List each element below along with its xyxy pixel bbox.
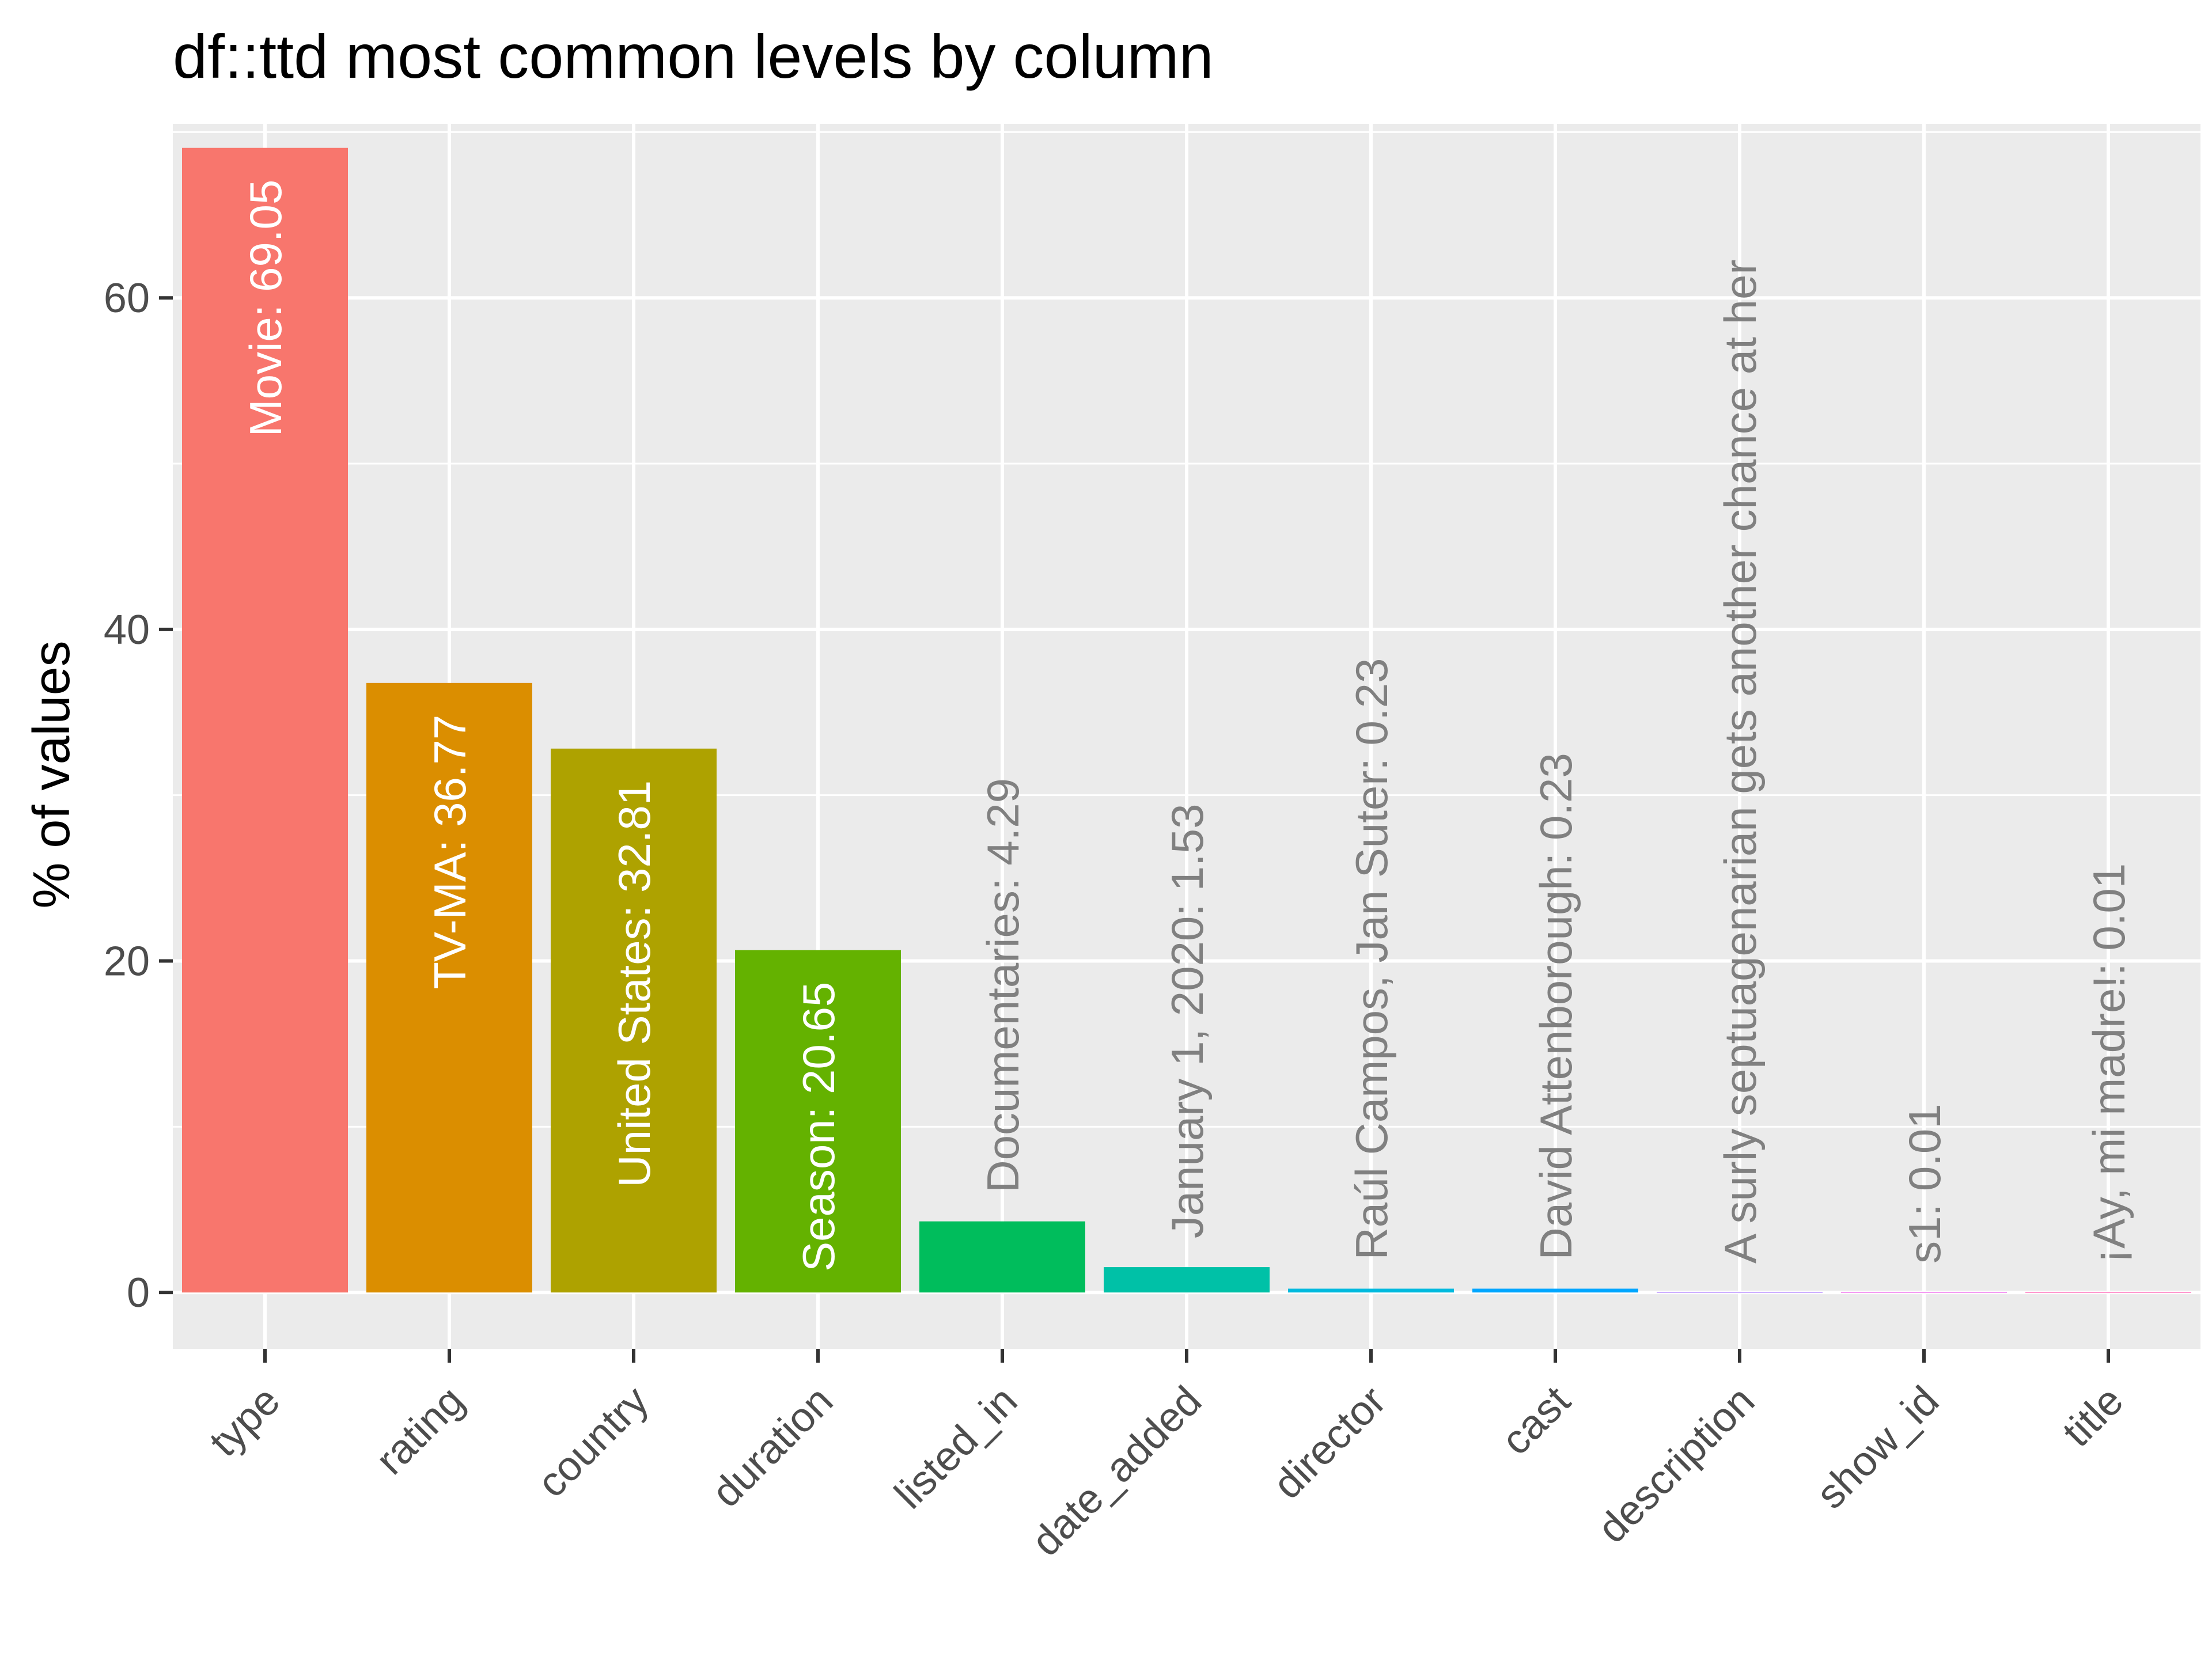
x-tick-label: director: [1264, 1378, 1395, 1508]
bar-value-label: David Attenborough: 0.23: [1531, 753, 1581, 1260]
bar-value-label: January 1, 2020: 1.53: [1162, 804, 1213, 1239]
bar: [735, 950, 901, 1293]
bar-value-label: Season: 20.65: [793, 982, 844, 1272]
bar-value-label: s1: 0.01: [1899, 1103, 1950, 1264]
x-tick-label: country: [529, 1378, 658, 1507]
bars: [182, 147, 2191, 1293]
x-tick-label: listed_in: [886, 1378, 1026, 1518]
bar-value-label: TV-MA: 36.77: [425, 715, 475, 989]
x-tick-label: date_added: [1023, 1378, 1211, 1565]
y-tick-label: 40: [104, 607, 150, 653]
bar: [919, 1221, 1085, 1293]
bar-labels: Movie: 69.05 TV-MA: 36.77 United States: 3…: [240, 180, 2134, 1272]
bar-value-label: A surly septuagenarian gets another chan…: [1715, 260, 1766, 1264]
x-tick-label: show_id: [1808, 1378, 1948, 1518]
x-tick-label: title: [2054, 1378, 2133, 1456]
bar-value-label: Raúl Campos, Jan Suter: 0.23: [1346, 658, 1397, 1260]
y-axis-label: % of values: [23, 640, 81, 908]
bar-value-label: United States: 32.81: [609, 780, 660, 1188]
x-tick-label: description: [1589, 1378, 1764, 1552]
bar: [366, 682, 532, 1293]
bar: [1657, 1292, 1823, 1293]
x-tick-label: type: [201, 1378, 289, 1466]
bar: [2025, 1292, 2191, 1293]
x-tick-label: duration: [703, 1378, 842, 1516]
bar: [551, 748, 717, 1293]
y-tick-label: 60: [104, 275, 150, 321]
y-tick-label: 0: [127, 1270, 150, 1316]
x-tick-label: cast: [1493, 1378, 1579, 1464]
bar: [1472, 1288, 1638, 1293]
bar-value-label: Documentaries: 4.29: [978, 778, 1028, 1193]
y-axis: 0 20 40 60: [104, 275, 173, 1316]
chart-title: df::ttd most common levels by column: [173, 21, 1214, 91]
x-axis: type rating country duration listed_indate_a…: [201, 1349, 2133, 1565]
bar: [1104, 1267, 1270, 1293]
x-tick-label: rating: [367, 1378, 473, 1484]
bar: [182, 147, 348, 1293]
bar: [1841, 1292, 2007, 1293]
bar-value-label: Movie: 69.05: [240, 180, 291, 437]
y-tick-label: 20: [104, 938, 150, 984]
bar: [1288, 1288, 1454, 1293]
bar-value-label: ¡Ay, mi madre!: 0.01: [2084, 863, 2134, 1264]
